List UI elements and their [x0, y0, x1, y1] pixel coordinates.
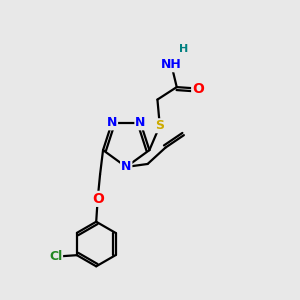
- Text: NH: NH: [161, 58, 182, 71]
- Text: O: O: [192, 82, 204, 96]
- Text: N: N: [121, 160, 131, 173]
- Text: H: H: [179, 44, 188, 54]
- Text: Cl: Cl: [49, 250, 62, 263]
- Text: O: O: [92, 192, 103, 206]
- Text: S: S: [155, 119, 164, 132]
- Text: N: N: [107, 116, 117, 129]
- Text: N: N: [135, 116, 146, 129]
